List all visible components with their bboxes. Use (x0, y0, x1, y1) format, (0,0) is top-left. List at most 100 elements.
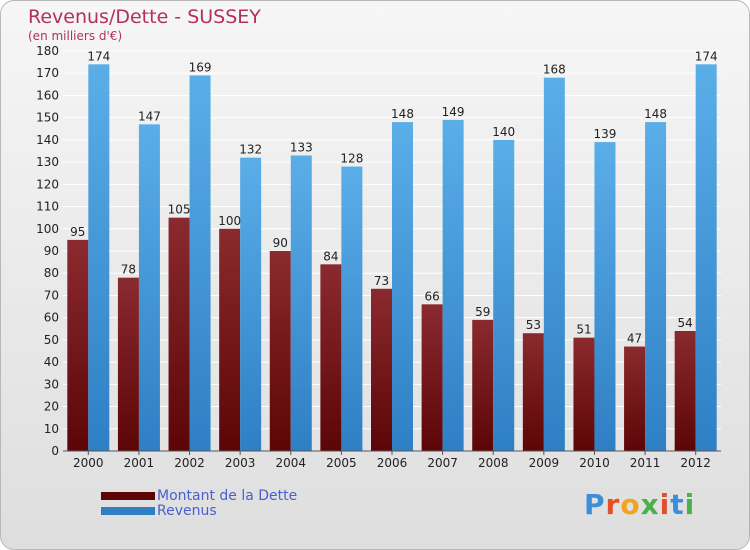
value-label: 128 (340, 152, 363, 166)
y-tick-label: 30 (44, 377, 59, 391)
y-tick-label: 80 (44, 266, 59, 280)
legend-swatch-revenue (101, 506, 155, 515)
revenue-bar (645, 122, 667, 451)
y-tick-label: 180 (36, 44, 59, 58)
debt-bar (573, 337, 595, 451)
revenue-bar (138, 124, 160, 451)
value-label: 90 (273, 236, 288, 250)
value-label: 53 (526, 318, 541, 332)
value-label: 78 (121, 263, 136, 277)
y-tick-label: 40 (44, 355, 59, 369)
revenue-bar (442, 119, 464, 451)
value-label: 148 (391, 107, 414, 121)
y-tick-label: 20 (44, 400, 59, 414)
revenue-bar (695, 64, 717, 452)
value-label: 84 (323, 249, 338, 263)
x-tick-label: 2002 (174, 456, 205, 470)
x-tick-label: 2006 (377, 456, 408, 470)
debt-bar (624, 346, 646, 451)
value-labels: 95 174 78 147 105 169 100 132 90 133 84 128 73 148 66 1… (70, 49, 717, 345)
debt-bar (522, 333, 544, 451)
value-label: 100 (218, 214, 241, 228)
debt-bar (219, 228, 241, 451)
value-label: 149 (442, 105, 465, 119)
value-label: 139 (594, 127, 617, 141)
debt-bar (320, 264, 342, 451)
proxiti-logo[interactable]: Proxiti (584, 488, 695, 521)
value-label: 168 (543, 63, 566, 77)
logo-letter: i (684, 488, 696, 521)
axes: 0 10 20 30 40 50 60 70 80 90 100 110 120 130 140 150 160… (36, 44, 721, 470)
y-tick-label: 150 (36, 111, 59, 125)
debt-bar (168, 217, 190, 451)
y-tick-label: 90 (44, 244, 59, 258)
x-tick-label: 2009 (529, 456, 560, 470)
y-tick-label: 110 (36, 200, 59, 214)
value-label: 54 (678, 316, 693, 330)
chart-subtitle: (en milliers d'€) (28, 29, 123, 43)
revenue-bar (189, 75, 211, 451)
value-label: 140 (492, 125, 515, 139)
logo-letter: P (584, 488, 606, 521)
value-label: 174 (695, 49, 718, 63)
debt-bar (421, 304, 443, 451)
y-tick-label: 170 (36, 66, 59, 80)
x-tick-label: 2004 (275, 456, 306, 470)
value-label: 174 (87, 49, 110, 63)
y-tick-label: 60 (44, 311, 59, 325)
x-tick-label: 2000 (73, 456, 104, 470)
bars (67, 64, 717, 452)
y-tick-label: 100 (36, 222, 59, 236)
value-label: 133 (290, 140, 313, 154)
debt-bar (269, 251, 291, 451)
debt-bar (371, 288, 392, 451)
debt-bar (117, 277, 139, 451)
x-tick-label: 2007 (427, 456, 458, 470)
debt-bar (472, 319, 494, 451)
value-label: 148 (644, 107, 667, 121)
value-label: 105 (168, 203, 191, 217)
y-tick-label: 130 (36, 155, 59, 169)
value-label: 95 (70, 225, 85, 239)
logo-letter: o (620, 488, 641, 521)
chart-title: Revenus/Dette - SUSSEY (28, 6, 261, 28)
y-tick-label: 0 (51, 444, 59, 458)
logo-letter: x (640, 488, 660, 521)
x-tick-label: 2005 (326, 456, 357, 470)
legend-item-revenue: Revenus (101, 502, 297, 519)
value-label: 73 (374, 274, 389, 288)
legend: Montant de la Dette Revenus (101, 488, 297, 519)
value-label: 66 (424, 289, 439, 303)
revenue-bar (341, 166, 363, 452)
y-tick-label: 140 (36, 133, 59, 147)
revenue-bar (543, 77, 565, 452)
revenue-bar (88, 64, 110, 452)
revenue-bar (594, 142, 616, 451)
logo-letter: r (605, 488, 621, 521)
logo-letter: i (659, 488, 671, 521)
legend-label-revenue: Revenus (157, 502, 217, 519)
y-tick-label: 10 (44, 422, 59, 436)
legend-swatch-debt (101, 491, 155, 500)
x-tick-label: 2012 (680, 456, 711, 470)
value-label: 51 (576, 323, 591, 337)
x-tick-label: 2003 (225, 456, 256, 470)
revenue-bar (290, 155, 312, 451)
value-label: 59 (475, 305, 490, 319)
logo-letter: t (670, 488, 685, 521)
y-tick-label: 120 (36, 177, 59, 191)
revenue-bar (392, 122, 413, 451)
x-tick-label: 2001 (124, 456, 155, 470)
debt-bar (67, 239, 89, 451)
x-tick-label: 2010 (579, 456, 610, 470)
value-label: 132 (239, 143, 262, 157)
y-tick-label: 70 (44, 288, 59, 302)
value-label: 169 (189, 60, 212, 74)
x-tick-label: 2011 (630, 456, 661, 470)
y-tick-label: 50 (44, 333, 59, 347)
debt-bar (674, 331, 696, 451)
x-tick-label: 2008 (478, 456, 509, 470)
revenue-bar (240, 157, 262, 451)
